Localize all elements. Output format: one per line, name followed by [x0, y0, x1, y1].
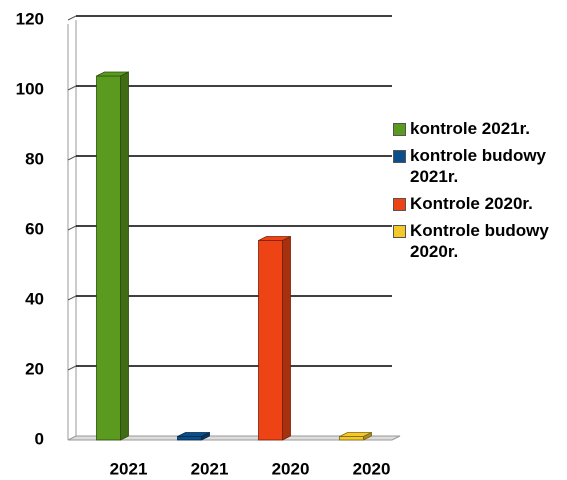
legend-entry: kontrole budowy 2021r.	[393, 145, 563, 187]
x-tick-label: 2021	[191, 459, 229, 478]
bar-top	[96, 71, 129, 77]
legend-swatch	[393, 123, 406, 136]
legend-label: kontrole 2021r.	[410, 119, 531, 138]
y-tick-label: 40	[25, 289, 44, 308]
legend-label: kontrole budowy 2021r.	[410, 146, 546, 186]
y-tick-label: 60	[25, 219, 44, 238]
legend-swatch	[393, 150, 406, 163]
legend: kontrole 2021r. kontrole budowy 2021r. Kon…	[393, 118, 563, 268]
grid-line	[67, 85, 77, 91]
y-tick-label: 100	[16, 79, 44, 98]
legend-entry: Kontrole 2020r.	[393, 193, 563, 214]
legend-entry: kontrole 2021r.	[393, 118, 563, 139]
x-tick-label: 2020	[353, 459, 391, 478]
grid-line	[67, 155, 77, 161]
y-tick-label: 120	[16, 9, 44, 28]
x-tick-label: 2021	[110, 459, 148, 478]
y-tick-label: 80	[25, 149, 44, 168]
bar-side	[282, 235, 291, 441]
grid-line	[67, 295, 77, 301]
bar-side	[120, 71, 129, 441]
bar-top	[339, 432, 372, 437]
y-tick-label: 20	[25, 359, 44, 378]
legend-label: Kontrole budowy 2020r.	[410, 221, 549, 261]
grid-line	[67, 225, 77, 231]
y-tick-label: 0	[35, 429, 44, 448]
bar	[96, 75, 121, 441]
x-tick-label: 2020	[272, 459, 310, 478]
legend-entry: Kontrole budowy 2020r.	[393, 220, 563, 262]
legend-swatch	[393, 225, 406, 238]
bar	[339, 436, 364, 441]
bar	[258, 240, 283, 441]
grid-line	[67, 365, 77, 371]
bar-top	[258, 236, 291, 241]
legend-swatch	[393, 198, 406, 211]
bar-top	[177, 432, 210, 437]
floor	[67, 435, 401, 441]
bar	[177, 436, 202, 441]
legend-label: Kontrole 2020r.	[410, 194, 533, 213]
grid-line	[67, 15, 77, 21]
